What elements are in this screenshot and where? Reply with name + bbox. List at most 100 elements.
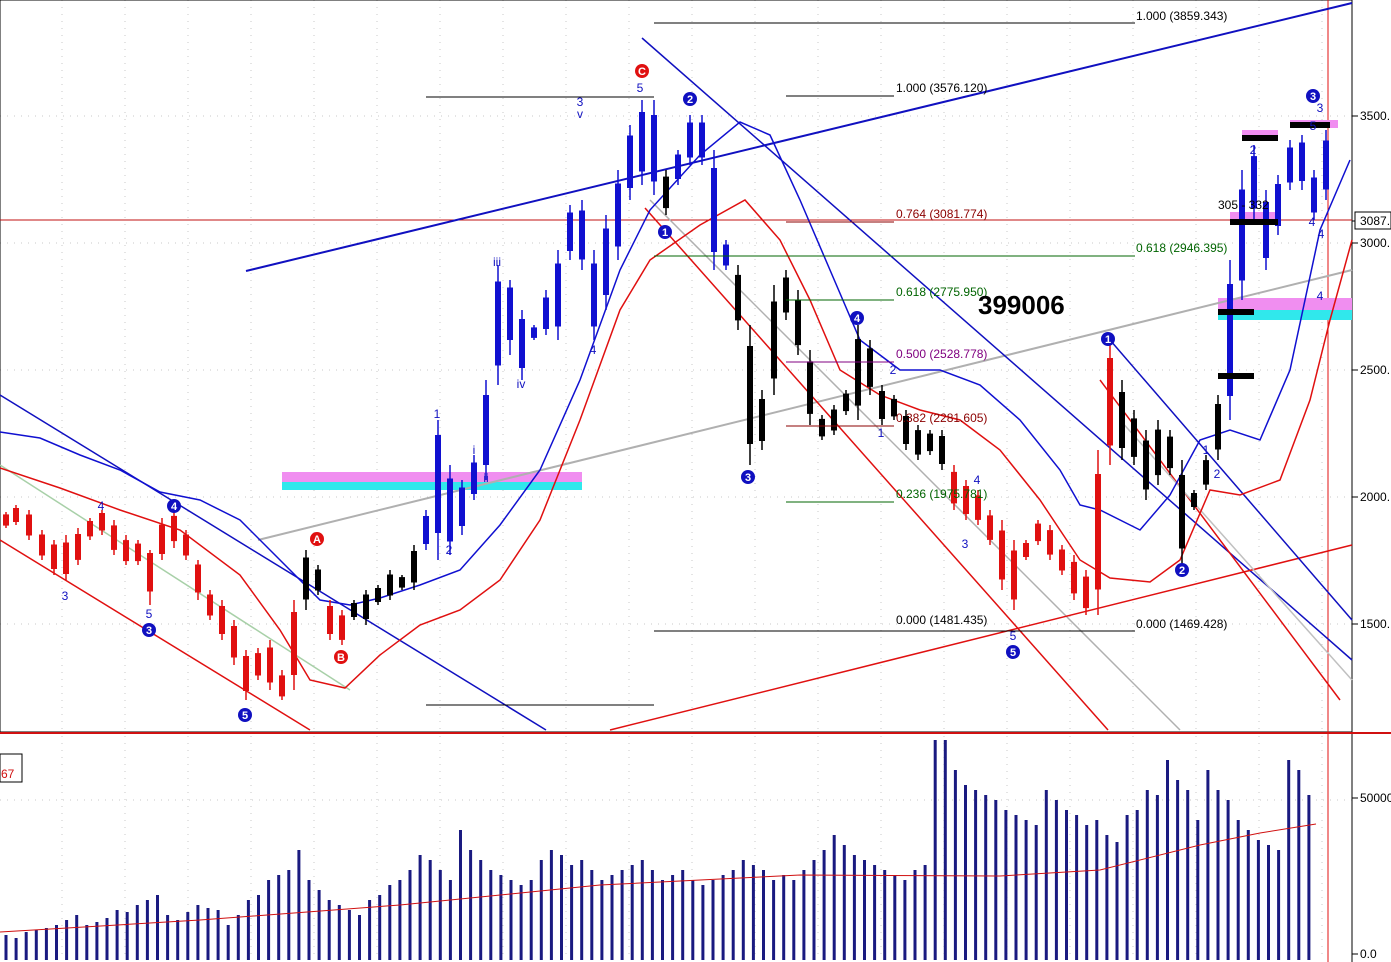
fib-label: 0.000 (1481.435): [896, 613, 987, 627]
candle-body: [1071, 561, 1077, 594]
candles: [3, 100, 1330, 700]
candle-body: [831, 409, 837, 431]
price-tick-label: 3500.: [1360, 109, 1390, 123]
candle-body: [1299, 142, 1305, 181]
candle-body: [1287, 147, 1293, 183]
candle-body: [555, 263, 561, 327]
wave-label: 1: [434, 407, 441, 421]
volume-tick-label: 50000: [1360, 791, 1391, 805]
fib-label: 0.236 (1975.781): [896, 487, 987, 501]
candle-body: [1023, 543, 1029, 557]
candle-body: [627, 135, 633, 188]
wave-label: 5: [146, 607, 153, 621]
candle-body: [675, 154, 681, 179]
fib-label: 0.000 (1469.428): [1136, 617, 1227, 631]
wave-label: 2: [1250, 143, 1257, 157]
wave-label: 4: [1309, 215, 1316, 229]
wave-label: 4: [1318, 227, 1325, 241]
level-marker: [1230, 219, 1278, 225]
wave-circle: [850, 311, 864, 325]
wave-label: 3: [62, 589, 69, 603]
wave-marks: CAB11223334455111222233334444445555iiiii…: [62, 64, 1325, 722]
candle-body: [111, 525, 117, 550]
candle-body: [327, 606, 333, 634]
candle-body: [1143, 440, 1149, 490]
candle-body: [1251, 156, 1257, 209]
candle-body: [615, 183, 621, 247]
candle-body: [1179, 475, 1185, 549]
wave-label: 1: [1203, 443, 1210, 457]
fib-label: 0.618 (2775.950): [896, 285, 987, 299]
candle-body: [687, 122, 693, 158]
candle-body: [855, 339, 861, 406]
candle-body: [1059, 549, 1065, 571]
candle-body: [303, 557, 309, 600]
wave-circle-label: 3: [745, 472, 751, 484]
fib-label: 0.382 (2281.605): [896, 411, 987, 425]
candle-body: [459, 487, 465, 526]
candle-body: [783, 277, 789, 313]
resistance-zone-cyan: [282, 482, 582, 490]
new-channel-upper: [1109, 339, 1353, 621]
candle-body: [975, 495, 981, 520]
wave-circle-label: 2: [687, 94, 693, 106]
fib-label: 0.618 (2946.395): [1136, 241, 1227, 255]
wave-label: 5: [637, 81, 644, 95]
wave-label: iii: [493, 255, 501, 269]
wave-label: 3: [577, 95, 584, 109]
candle-body: [531, 327, 537, 338]
candle-body: [507, 287, 513, 340]
wave-circle-label: 1: [662, 227, 668, 239]
candle-body: [351, 603, 357, 617]
rising-support-line: [609, 544, 1353, 731]
wave-label: 1: [878, 426, 885, 440]
wave-label: 2: [1214, 467, 1221, 481]
volume-bars: [0, 740, 1317, 960]
candle-body: [807, 361, 813, 414]
wave-circle: [1006, 645, 1020, 659]
candle-body: [723, 244, 729, 266]
candle-body: [747, 346, 753, 444]
candle-body: [1047, 530, 1053, 555]
wave-label: 4: [1317, 289, 1324, 303]
candle-body: [639, 112, 645, 172]
candle-body: [903, 416, 909, 444]
candle-body: [543, 297, 549, 329]
wave-label: 4: [590, 343, 597, 357]
wave-circle: [142, 623, 156, 637]
candle-body: [891, 398, 897, 417]
candle-body: [159, 524, 165, 554]
candle-body: [315, 569, 321, 591]
price-tick-label: 2000.: [1360, 490, 1390, 504]
upper-channel-line: [245, 2, 1353, 272]
axes: 3500. 3087. 3000. 2500. 2000. 1500. 50000 0.0: [1352, 109, 1391, 961]
candle-body: [663, 176, 669, 209]
level-marker: [1242, 135, 1278, 141]
wave-circle: [1101, 332, 1115, 346]
wave-label: 3: [962, 537, 969, 551]
candle-body: [171, 515, 177, 542]
wave-circle-label: 4: [854, 313, 861, 325]
wave-label: 5: [1310, 119, 1317, 133]
wave-circle-label: 3: [146, 625, 152, 637]
candle-body: [399, 577, 405, 588]
zone-right-magenta: [1218, 298, 1352, 310]
wave-label: ii: [483, 471, 488, 485]
wave-label: 3: [1317, 101, 1324, 115]
candle-body: [219, 606, 225, 634]
candle-body: [26, 514, 32, 536]
candle-body: [1095, 474, 1101, 590]
candle-body: [363, 594, 369, 619]
candle-body: [1119, 392, 1125, 448]
annotation-text: 305 - 332: [1218, 198, 1269, 212]
candle-body: [387, 574, 393, 596]
candle-body: [411, 551, 417, 583]
candle-body: [39, 534, 45, 556]
resistance-zone-magenta: [282, 472, 582, 482]
candle-body: [1083, 576, 1089, 609]
candle-body: [1311, 177, 1317, 213]
wave-circle: [683, 92, 697, 106]
candle-body: [567, 212, 573, 251]
volume-tick-label: 0.0: [1360, 947, 1377, 961]
wave-circle-label: 1: [1105, 334, 1111, 346]
